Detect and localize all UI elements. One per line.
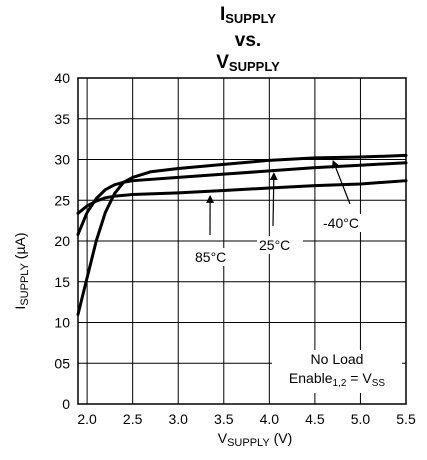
y-tick-label: 35 bbox=[54, 111, 70, 127]
title-line-2: vs. bbox=[234, 30, 262, 51]
x-tick-label: 2.0 bbox=[77, 411, 97, 427]
annotation-label: -40°C bbox=[323, 215, 359, 231]
x-tick-label: 3.0 bbox=[168, 411, 188, 427]
grid bbox=[78, 78, 406, 404]
annotation-bg bbox=[257, 236, 303, 254]
y-tick-label: 10 bbox=[54, 315, 70, 331]
y-tick-label: 30 bbox=[54, 152, 70, 168]
annotations: 85°C 25°C -40°C bbox=[193, 159, 367, 266]
x-tick-label: 4.5 bbox=[305, 411, 325, 427]
y-tick-label: 40 bbox=[54, 70, 70, 86]
y-tick-label: 25 bbox=[54, 192, 70, 208]
tick-labels: 0 05 10 15 20 25 30 35 40 2.0 2.5 3.0 3.5 4.0 4.5 5.0 5.… bbox=[54, 70, 416, 427]
y-tick-label: 15 bbox=[54, 274, 70, 290]
title-line-1: ISUPPLY bbox=[219, 4, 277, 26]
annotation-label: 85°C bbox=[195, 249, 226, 265]
y-tick-label: 20 bbox=[54, 233, 70, 249]
series-line bbox=[76, 161, 408, 236]
y-tick-label: 0 bbox=[62, 396, 70, 412]
annotation-bg bbox=[193, 248, 239, 266]
load-note: No Load Enable1,2 = VSS bbox=[272, 350, 402, 393]
x-tick-label: 5.5 bbox=[396, 411, 416, 427]
y-axis-label: ISUPPLY (µA) bbox=[12, 232, 31, 310]
note-line-1: No Load bbox=[310, 351, 364, 367]
plot-frame bbox=[77, 77, 407, 405]
annotation-label: 25°C bbox=[259, 237, 290, 253]
note-line-2: Enable1,2 = VSS bbox=[288, 370, 386, 389]
chart-title: ISUPPLY vs. VSUPPLY bbox=[90, 4, 406, 78]
title-line-3: VSUPPLY bbox=[216, 52, 280, 74]
x-axis-label: VSUPPLY (V) bbox=[217, 430, 293, 449]
y-tick-label: 05 bbox=[54, 355, 70, 371]
x-tick-label: 2.5 bbox=[123, 411, 143, 427]
annotation-bg bbox=[321, 214, 367, 232]
series-lines bbox=[76, 153, 408, 316]
x-tick-label: 4.0 bbox=[260, 411, 280, 427]
annotation-arrow bbox=[269, 172, 278, 227]
x-tick-label: 5.0 bbox=[351, 411, 371, 427]
x-tick-label: 3.5 bbox=[214, 411, 234, 427]
series-line bbox=[76, 179, 408, 215]
series-line bbox=[76, 153, 408, 316]
annotation-arrow bbox=[331, 159, 351, 205]
